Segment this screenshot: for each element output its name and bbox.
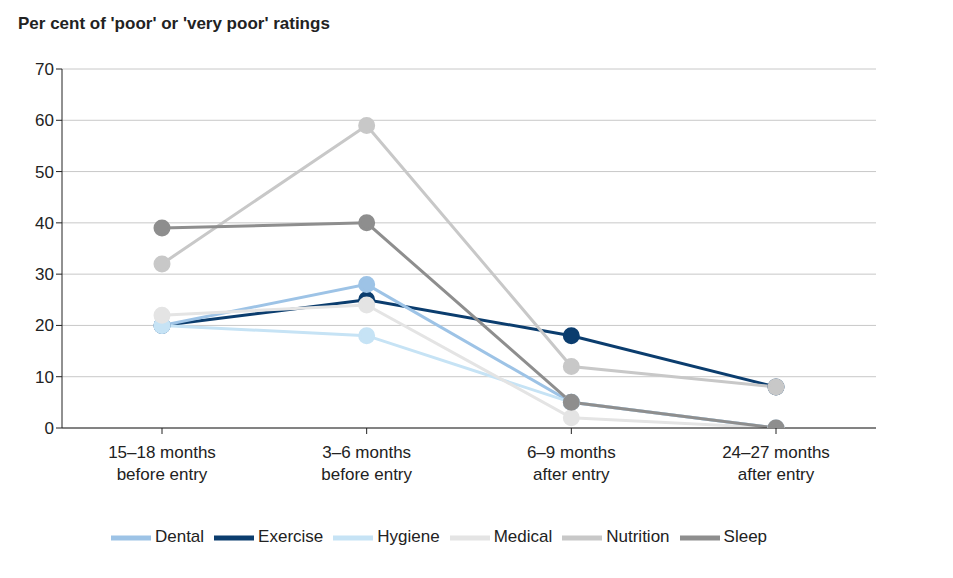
html-text:Sleep: Sleep [723, 527, 767, 547]
svg-text:60: 60 [35, 111, 54, 130]
html-text:Hygiene: Hygiene [377, 527, 440, 547]
html-text:Exercise: Exercise [258, 527, 324, 547]
svg-text:30: 30 [35, 265, 54, 284]
html-text:Nutrition: Nutrition [606, 527, 670, 547]
svg-text:24–27 monthsafter entry: 24–27 monthsafter entry [722, 443, 830, 484]
svg-text:70: 70 [35, 60, 54, 79]
html-text:Dental: Dental [155, 527, 205, 547]
html-text:Per cent of 'poor' or 'very po: Per cent of 'poor' or 'very poor' rating… [18, 14, 330, 33]
svg-text:3–6 monthsbefore entry: 3–6 monthsbefore entry [321, 443, 412, 484]
svg-text:40: 40 [35, 214, 54, 233]
html-text:Medical: Medical [493, 527, 553, 547]
svg-text:10: 10 [35, 368, 54, 387]
svg-text:0: 0 [45, 419, 54, 438]
svg-text:20: 20 [35, 316, 54, 335]
svg-text:6–9 monthsafter entry: 6–9 monthsafter entry [527, 443, 616, 484]
svg-text:50: 50 [35, 163, 54, 182]
svg-text:15–18 monthsbefore entry: 15–18 monthsbefore entry [108, 443, 216, 484]
